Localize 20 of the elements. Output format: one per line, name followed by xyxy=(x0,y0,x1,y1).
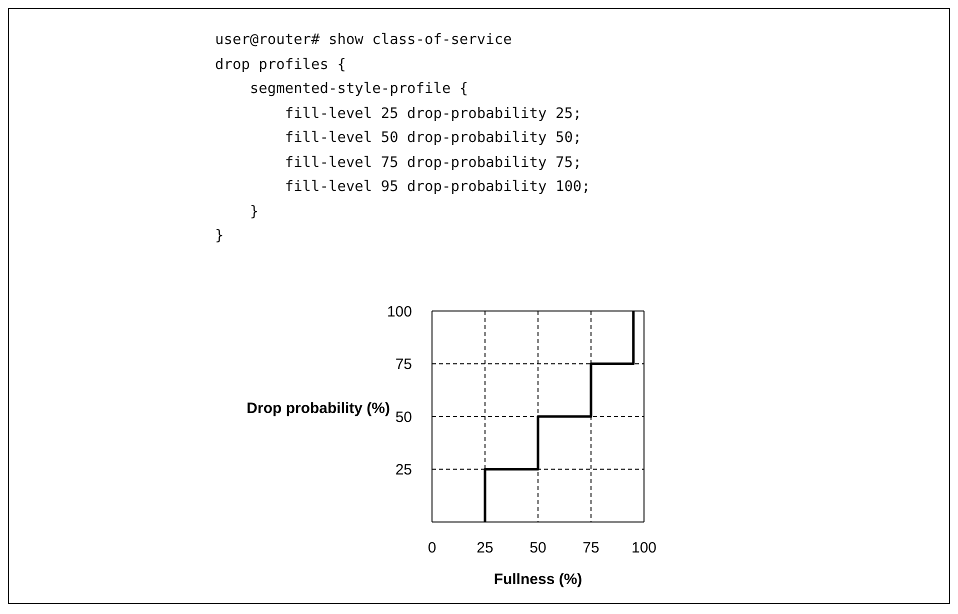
text: fill-level 95 drop-probability 100; xyxy=(284,178,590,197)
text: user@router# show class-of-service xyxy=(215,31,513,50)
y-tick-label: 50 xyxy=(395,408,412,426)
text: fill-level 50 drop-probability 50; xyxy=(284,129,583,148)
y-tick-label: 100 xyxy=(386,303,412,320)
text: segmented-style-profile { xyxy=(248,80,470,99)
text: drop profiles { xyxy=(215,56,347,74)
y-axis-title: Drop probability (%) xyxy=(246,400,390,417)
y-tick-label: 25 xyxy=(395,462,412,479)
x-tick-label: 25 xyxy=(476,540,494,557)
text: fill-level 25 drop-probability 25; xyxy=(284,104,583,124)
y-tick-label: 75 xyxy=(395,356,412,374)
x-tick-label: 75 xyxy=(582,540,600,557)
x-tick-label: 0 xyxy=(428,540,436,557)
text: fill-level 75 drop-probability 75; xyxy=(284,154,583,172)
text: } xyxy=(248,202,260,222)
x-tick-label: 100 xyxy=(631,540,657,557)
x-axis-title: Fullness (%) xyxy=(494,571,582,588)
x-tick-label: 50 xyxy=(530,540,546,557)
text: } xyxy=(215,227,225,246)
